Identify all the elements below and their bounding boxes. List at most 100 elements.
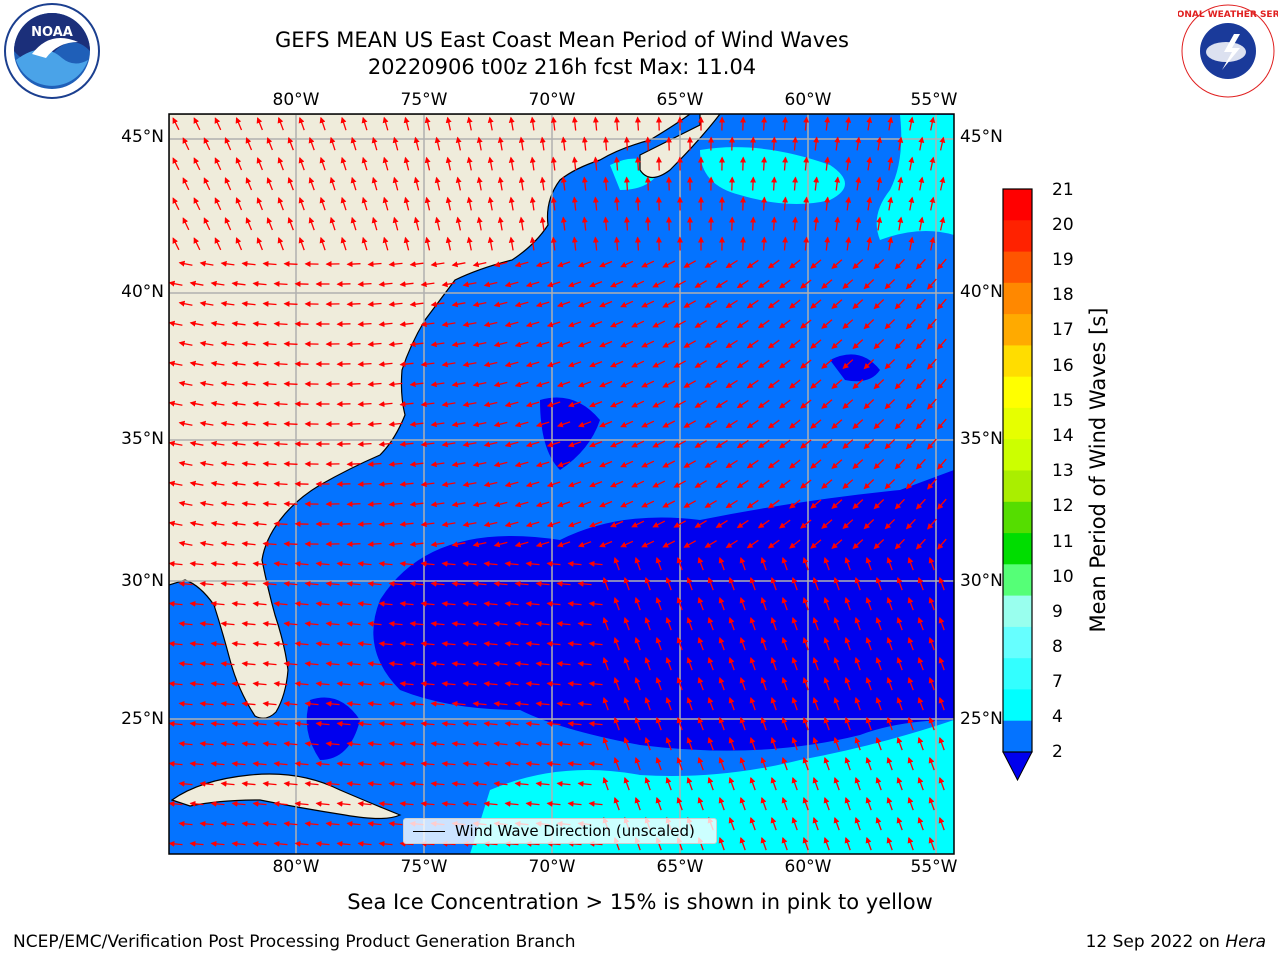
wind-wave-arrow <box>623 176 630 191</box>
wind-wave-arrow <box>445 236 452 251</box>
wind-wave-arrow <box>388 620 403 627</box>
wind-wave-arrow <box>210 520 225 527</box>
wind-wave-arrow <box>725 539 738 549</box>
wind-wave-arrow <box>644 136 651 151</box>
wind-wave-arrow <box>760 556 767 571</box>
wind-wave-arrow <box>367 381 382 388</box>
wind-wave-arrow <box>821 279 833 289</box>
wind-wave-arrow <box>697 636 704 651</box>
wind-wave-arrow <box>863 519 875 530</box>
wind-wave-arrow <box>810 299 822 309</box>
lon-tick-bottom: 55°W <box>910 857 958 877</box>
wind-wave-arrow <box>346 501 361 508</box>
wind-wave-arrow <box>518 136 525 151</box>
wind-wave-arrow <box>403 196 410 211</box>
wind-wave-arrow <box>623 216 630 231</box>
wind-wave-arrow <box>746 419 759 429</box>
wind-wave-arrow <box>782 236 789 251</box>
wind-wave-arrow <box>789 259 801 269</box>
wind-wave-arrow <box>493 341 508 348</box>
wind-wave-arrow <box>308 136 315 151</box>
wind-wave-arrow <box>535 381 550 388</box>
wind-wave-arrow <box>273 640 288 647</box>
wind-wave-arrow <box>725 259 738 269</box>
wind-wave-arrow <box>483 361 498 368</box>
wind-wave-arrow <box>662 540 676 548</box>
wind-wave-arrow <box>662 460 676 468</box>
wind-wave-arrow <box>634 236 641 251</box>
wind-wave-arrow <box>252 280 267 287</box>
wind-wave-arrow <box>451 660 466 667</box>
wind-wave-arrow <box>767 459 780 469</box>
wind-wave-arrow <box>810 499 822 509</box>
wind-wave-arrow <box>778 439 791 449</box>
wind-wave-arrow <box>319 196 326 211</box>
wind-wave-arrow <box>803 196 810 211</box>
wind-wave-arrow <box>493 421 508 428</box>
national-weather-service-logo: NATIONAL WEATHER SERVICE <box>1178 4 1278 98</box>
wind-wave-arrow <box>409 301 424 308</box>
wind-wave-arrow <box>172 237 180 251</box>
wind-wave-arrow <box>220 420 235 427</box>
wind-wave-arrow <box>189 600 204 607</box>
wind-wave-arrow <box>683 260 697 268</box>
wind-wave-arrow <box>761 156 768 171</box>
wind-wave-arrow <box>476 176 483 191</box>
wind-wave-arrow <box>231 640 246 647</box>
wind-wave-arrow <box>694 280 707 288</box>
wind-wave-arrow <box>392 216 399 231</box>
wind-wave-arrow <box>262 340 277 347</box>
wind-wave-arrow <box>610 280 624 288</box>
wind-wave-arrow <box>535 341 550 348</box>
wind-wave-arrow <box>821 399 833 409</box>
wind-wave-arrow <box>430 620 445 627</box>
wind-wave-arrow <box>652 360 666 368</box>
wind-wave-arrow <box>336 600 351 607</box>
wind-wave-arrow <box>673 440 687 448</box>
wind-wave-arrow <box>707 616 714 631</box>
wind-wave-arrow <box>800 399 812 409</box>
wind-wave-arrow <box>915 298 926 310</box>
wind-wave-arrow <box>224 177 232 191</box>
wind-wave-arrow <box>220 620 235 627</box>
wind-wave-arrow <box>655 596 662 611</box>
wind-wave-arrow <box>367 620 382 627</box>
wind-wave-arrow <box>298 116 305 131</box>
wind-wave-arrow <box>462 521 477 528</box>
lon-tick-top: 55°W <box>910 90 958 110</box>
wind-wave-arrow <box>315 640 330 647</box>
wind-wave-arrow <box>767 339 780 349</box>
colorbar-tick: 9 <box>1052 602 1063 622</box>
wind-wave-arrow <box>178 660 193 667</box>
wind-wave-arrow <box>483 560 498 567</box>
wind-wave-arrow <box>918 136 925 151</box>
wind-wave-arrow <box>462 281 477 288</box>
wind-wave-arrow <box>273 560 288 567</box>
footer-credit: NCEP/EMC/Verification Post Processing Pr… <box>13 932 576 952</box>
wind-wave-arrow <box>767 259 780 269</box>
wind-wave-arrow <box>789 299 801 309</box>
wind-wave-arrow <box>620 420 634 428</box>
wind-wave-arrow <box>757 399 770 409</box>
wind-wave-arrow <box>199 460 214 467</box>
wind-wave-arrow <box>273 520 288 527</box>
wind-wave-arrow <box>577 541 592 548</box>
wind-wave-arrow <box>319 156 326 171</box>
wind-wave-arrow <box>715 360 728 368</box>
wind-wave-arrow <box>273 680 288 687</box>
wind-wave-arrow <box>634 636 641 651</box>
wind-wave-arrow <box>550 236 557 251</box>
wind-wave-arrow <box>199 580 214 587</box>
wind-wave-arrow <box>504 521 519 528</box>
wind-wave-arrow <box>304 660 319 667</box>
wind-wave-arrow <box>718 556 725 571</box>
low-period-region-north <box>540 397 600 470</box>
wind-wave-arrow <box>298 196 305 211</box>
wind-wave-arrow <box>927 278 937 290</box>
wind-wave-arrow <box>420 401 435 408</box>
wind-wave-arrow <box>599 460 613 468</box>
wind-wave-arrow <box>472 541 487 548</box>
colorbar-tick: 18 <box>1052 285 1074 305</box>
wind-wave-arrow <box>178 580 193 587</box>
